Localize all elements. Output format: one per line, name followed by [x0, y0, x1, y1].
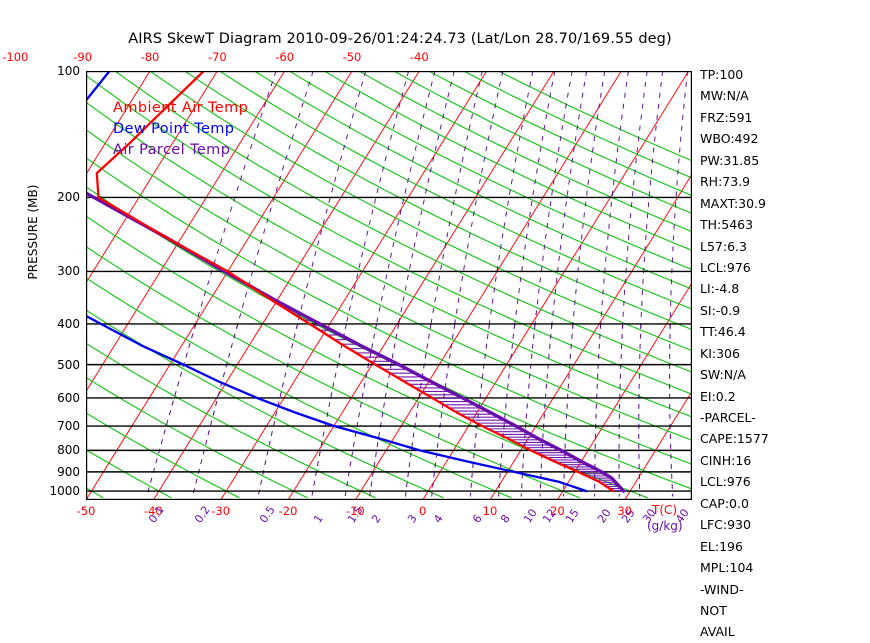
top-axis-tick: -100: [2, 50, 29, 64]
pressure-axis-tick: 900: [57, 464, 80, 479]
bottom-axis-tick: -10: [345, 504, 365, 518]
bottom-axis-tick: -40: [143, 504, 163, 518]
panel-row: NOT: [700, 602, 727, 618]
page-title: AIRS SkewT Diagram 2010-09-26/01:24:24.7…: [128, 31, 672, 47]
panel-row: EI:0.2: [700, 388, 736, 404]
pressure-axis-tick: 700: [57, 419, 80, 434]
pressure-axis-tick: 800: [57, 443, 80, 458]
mixing-ratio-tick: 20: [594, 506, 614, 526]
mixing-ratio-tick: 15: [563, 506, 583, 526]
panel-row: LCL:976: [700, 474, 751, 490]
top-axis-tick: -50: [342, 50, 362, 64]
panel-row: CAPE:1577: [700, 431, 769, 447]
panel-row: SW:N/A: [700, 367, 746, 383]
panel-row: LI:-4.8: [700, 281, 740, 297]
panel-row: RH:73.9: [700, 174, 751, 190]
panel-row: TP:100: [700, 67, 744, 82]
panel-row: -WIND-: [700, 581, 744, 597]
bottom-axis-tick: 30: [617, 504, 632, 518]
mixing-ratio-tick: 10: [521, 506, 540, 526]
skewt-plot-svg: [86, 71, 692, 500]
panel-row: PW:31.85: [700, 152, 760, 168]
mixing-ratio-tick: 4: [431, 512, 447, 526]
bottom-axis-tick: -30: [211, 504, 231, 518]
bottom-axis-tick: -20: [278, 504, 298, 518]
legend-item: Air Parcel Temp: [113, 142, 231, 158]
pressure-axis-tick: 200: [57, 190, 80, 205]
panel-row: WBO:492: [700, 131, 759, 147]
mixing-ratio-tick: 1: [311, 512, 326, 526]
panel-row: FRZ:591: [700, 109, 753, 125]
pressure-axis-tick: 1000: [49, 484, 80, 499]
plot-area: [86, 71, 692, 500]
mixing-ratio-tick: 0.5: [257, 503, 279, 526]
top-axis-tick: -60: [275, 50, 295, 64]
pressure-axis-tick: 500: [57, 357, 80, 372]
panel-row: MAXT:30.9: [700, 195, 766, 211]
mixing-ratio-tick: 0.2: [191, 503, 213, 526]
panel-row: LFC:930: [700, 517, 751, 533]
sounding-parameters-panel: TP:100 MW:N/A FRZ:591 WBO:492 PW:31.85 RH:73.…: [700, 64, 866, 643]
pressure-axis-tick: 300: [57, 264, 80, 279]
top-axis-tick: -90: [73, 50, 93, 64]
panel-row: CINH:16: [700, 452, 752, 468]
panel-row: EL:196: [700, 538, 743, 554]
top-axis-tick: -70: [207, 50, 227, 64]
legend-item: Ambient Air Temp: [113, 100, 249, 116]
panel-row: MW:N/A: [700, 88, 749, 104]
mixing-ratio-axis-label: (g/kg): [647, 519, 683, 533]
panel-row: LCL:976: [700, 259, 751, 275]
panel-row: AVAIL: [700, 624, 735, 640]
bottom-axis-tick: -50: [76, 504, 96, 518]
skewt-diagram-page: AIRS SkewT Diagram 2010-09-26/01:24:24.7…: [2, 31, 769, 640]
bottom-axis-tick: 20: [550, 504, 565, 518]
panel-row: SI:-0.9: [700, 302, 741, 318]
pressure-axis-tick: 600: [57, 390, 80, 405]
panel-row: CAP:0.0: [700, 495, 749, 511]
bottom-axis-tick: 0: [418, 504, 427, 518]
top-axis-tick: -40: [409, 50, 429, 64]
panel-row: L57:6.3: [700, 238, 747, 254]
pressure-axis-label: PRESSURE (MB): [26, 184, 40, 280]
panel-row: TH:5463: [700, 217, 754, 233]
legend-item: Dew Point Temp: [113, 121, 235, 137]
pressure-axis-tick: 100: [57, 64, 80, 78]
temperature-axis-label: T(C): [652, 503, 678, 517]
panel-row: -PARCEL-: [700, 410, 756, 425]
panel-row: KI:306: [700, 345, 740, 361]
mixing-ratio-tick: 3: [404, 512, 420, 526]
bottom-axis-tick: 10: [482, 504, 498, 518]
panel-row: MPL:104: [700, 560, 754, 576]
pressure-axis-tick: 400: [57, 316, 80, 331]
mixing-ratio-tick: 8: [498, 512, 514, 526]
panel-row: TT:46.4: [700, 324, 746, 340]
top-axis-tick: -80: [140, 50, 160, 64]
mixing-ratio-tick: 2: [369, 512, 384, 526]
